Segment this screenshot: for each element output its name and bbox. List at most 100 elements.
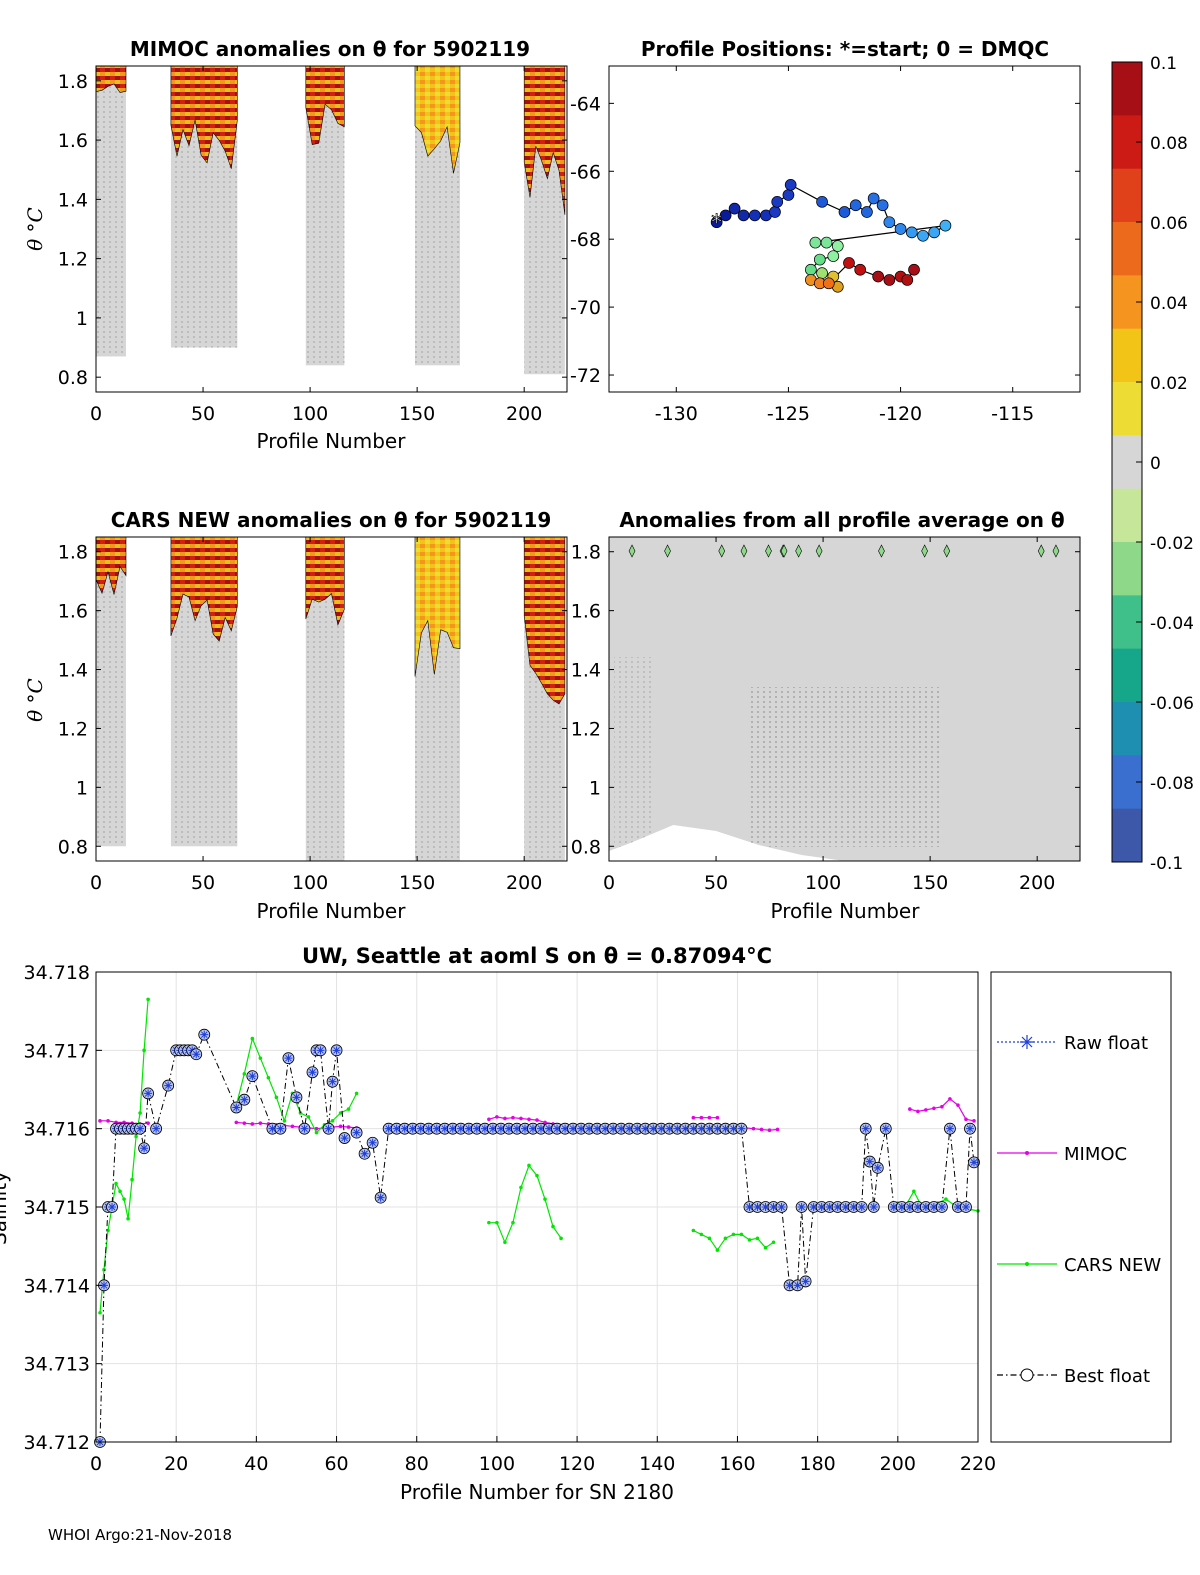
raw-float-point <box>496 1124 505 1133</box>
x-tick-label: 100 <box>292 403 328 425</box>
raw-float-point <box>456 1124 465 1133</box>
profile-position <box>928 226 941 239</box>
raw-float-point <box>809 1203 818 1211</box>
cars-new-point <box>142 1048 146 1053</box>
raw-float-point <box>965 1124 974 1133</box>
profile-position <box>782 189 795 201</box>
raw-float-point <box>488 1124 497 1133</box>
y-tick-label: 1.4 <box>571 660 601 682</box>
raw-float-point <box>609 1124 618 1133</box>
mimoc-point <box>972 1119 976 1123</box>
cars-new-point <box>330 1119 335 1123</box>
colorbar-band <box>1112 328 1142 383</box>
x-tick-label: 150 <box>912 872 948 894</box>
raw-float-point <box>721 1124 730 1133</box>
x-tick-label: 160 <box>719 1453 755 1475</box>
x-tick-label: 100 <box>805 872 841 894</box>
raw-float-point <box>292 1093 301 1102</box>
small-anomaly-contour <box>921 544 928 558</box>
cars-new-line <box>99 999 149 1313</box>
legend-label-cars-new: CARS NEW <box>1064 1255 1161 1276</box>
raw-float-point <box>681 1124 690 1133</box>
small-anomaly-contour <box>1052 544 1060 558</box>
raw-float-point <box>797 1203 806 1211</box>
raw-float-point <box>705 1124 714 1133</box>
cars-new-point <box>715 1248 720 1252</box>
colorbar-tick-label: 0.06 <box>1150 214 1188 234</box>
x-tick-label: 20 <box>164 1453 188 1475</box>
cars-new-point <box>258 1056 263 1060</box>
profile-position <box>710 216 723 229</box>
missing-data-area <box>609 825 845 861</box>
cars-new-point <box>298 1111 303 1115</box>
profile-position <box>861 206 873 218</box>
cars-new-point <box>771 1240 776 1245</box>
mimoc-point <box>535 1118 539 1122</box>
positions-axes-box <box>608 65 1081 393</box>
positive-anomaly-region <box>305 65 345 146</box>
figure-footer: WHOI Argo:21-Nov-2018 <box>48 1526 232 1544</box>
raw-float-point <box>689 1124 698 1133</box>
raw-float-point <box>200 1030 209 1039</box>
mimoc-point <box>759 1127 764 1132</box>
small-anomaly-contour <box>1037 544 1045 558</box>
y-tick-label: 1 <box>76 777 88 799</box>
raw-float-point <box>108 1203 117 1211</box>
raw-float-point <box>825 1203 834 1211</box>
positive-anomaly-region <box>523 536 566 705</box>
cars-new-point <box>114 1181 118 1186</box>
positive-anomaly-region <box>95 65 127 93</box>
start-marker: * <box>711 211 722 236</box>
raw-float-point <box>569 1124 578 1133</box>
cars-new-point <box>338 1111 343 1115</box>
profile-position <box>805 263 817 276</box>
y-tick-label: 1.6 <box>58 601 88 623</box>
y-tick-label: 1 <box>76 308 88 330</box>
colorbar: 0.1 0.08 0.06 0.04 0.02 0 -0.02 -0.04 -0.06 -0.08… <box>1111 54 1194 874</box>
profile-position <box>822 277 835 290</box>
cars-new-point <box>944 1197 948 1201</box>
mimoc-point <box>543 1120 547 1125</box>
raw-float-point <box>761 1203 770 1211</box>
profile-position <box>719 209 732 222</box>
legend-label-raw-float: Raw float <box>1064 1033 1148 1054</box>
raw-float-point <box>384 1124 393 1133</box>
cars-new-point <box>747 1238 752 1242</box>
small-anomaly-contour <box>815 544 823 558</box>
raw-float-point <box>424 1124 433 1133</box>
positive-anomaly-region <box>170 536 238 642</box>
raw-float-point <box>577 1124 586 1133</box>
y-tick-label: 34.713 <box>24 1354 90 1376</box>
raw-float-point <box>593 1124 602 1133</box>
raw-float-point <box>276 1124 285 1133</box>
x-tick-label: 50 <box>191 403 215 425</box>
small-anomaly-contour <box>878 544 885 558</box>
raw-float-point <box>416 1124 425 1133</box>
profile-position <box>854 263 867 276</box>
cars-new-point <box>354 1091 359 1096</box>
positive-anomaly-region <box>95 536 127 595</box>
profile-position <box>809 236 822 249</box>
y-tick-label: -70 <box>570 297 601 319</box>
mimoc-line <box>909 1098 975 1122</box>
y-tick-label: 1.8 <box>571 542 601 564</box>
y-tick-label: 34.712 <box>24 1432 90 1454</box>
raw-float-point <box>308 1068 317 1077</box>
x-tick-label: 200 <box>506 403 542 425</box>
raw-float-point <box>737 1124 746 1133</box>
cars-new-point <box>118 1189 122 1194</box>
x-tick-label: 150 <box>399 872 435 894</box>
y-tick-label: 1 <box>589 777 601 799</box>
y-tick-label: 0.8 <box>58 836 88 858</box>
mimoc-point <box>751 1126 756 1131</box>
raw-float-point <box>833 1203 842 1211</box>
raw-float-point <box>140 1144 149 1153</box>
cars-new-point <box>266 1075 271 1080</box>
profile-position <box>905 226 918 239</box>
profile-position <box>867 192 880 205</box>
raw-float-point <box>665 1124 674 1133</box>
cars-new-point <box>274 1095 279 1100</box>
mimoc-point <box>346 1125 351 1129</box>
colorbar-tick-label: 0.08 <box>1150 134 1188 154</box>
salinity-panel-title: UW, Seattle at aoml S on θ = 0.87094°C <box>302 944 772 968</box>
